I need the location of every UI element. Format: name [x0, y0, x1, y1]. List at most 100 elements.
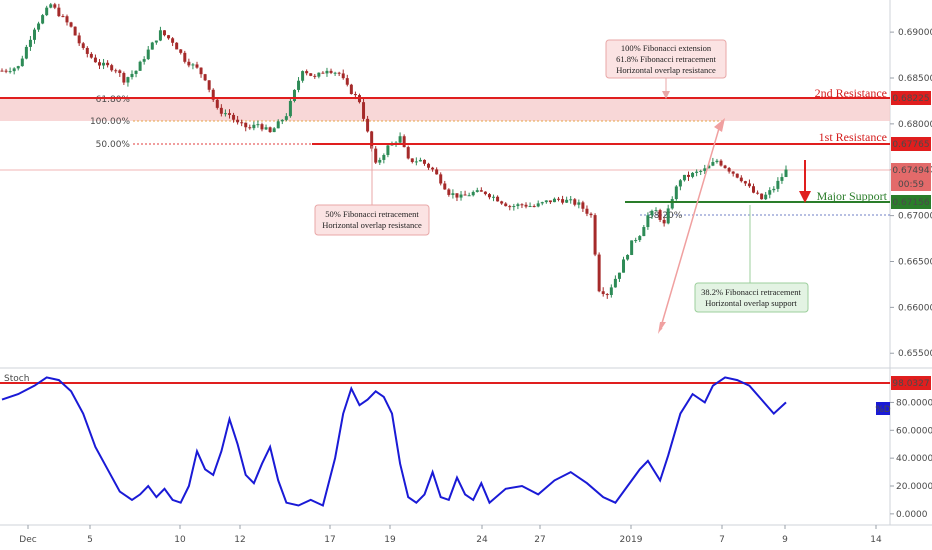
- candle-body: [114, 70, 118, 72]
- current-price-tag: 0.67494 00:59: [891, 163, 931, 191]
- candle-body: [175, 42, 179, 50]
- candle-body: [85, 47, 89, 54]
- candle-body: [715, 160, 719, 163]
- candle-body: [110, 65, 114, 71]
- candle-body: [581, 202, 585, 209]
- stoch-overbought-tag: 98.0327: [891, 376, 931, 390]
- candle-body: [337, 72, 341, 74]
- candle-body: [634, 240, 638, 242]
- countdown: 00:59: [898, 180, 924, 190]
- candle-body: [500, 201, 504, 204]
- candle-body: [508, 206, 512, 208]
- candle-body: [544, 200, 548, 203]
- candle-body: [49, 4, 53, 8]
- candle-body: [418, 159, 422, 162]
- candle-body: [199, 67, 203, 75]
- candle-body: [45, 7, 49, 16]
- candle-body: [650, 210, 654, 216]
- candle-body: [65, 16, 69, 23]
- stoch-tick-label: 60.0000: [896, 426, 932, 436]
- candle-body: [179, 49, 183, 53]
- candle-body: [577, 202, 581, 205]
- candle-body: [398, 136, 402, 143]
- candle-body: [642, 227, 646, 237]
- candle-body: [780, 177, 784, 181]
- candle-body: [378, 159, 382, 163]
- candle-body: [431, 167, 435, 170]
- candle-body: [752, 186, 756, 193]
- candle-body: [28, 39, 32, 47]
- candle-body: [61, 16, 65, 18]
- candle-body: [512, 206, 516, 208]
- fib-100-label: 100.00%: [90, 117, 130, 127]
- candle-body: [313, 75, 317, 77]
- candle-body: [617, 272, 621, 279]
- svg-text:%D: %D: [875, 405, 891, 415]
- second-resistance-tag: 0.68225: [891, 91, 931, 105]
- candle-body: [102, 62, 106, 66]
- candle-body: [435, 169, 439, 175]
- candle-body: [106, 62, 110, 66]
- candle-body: [236, 119, 240, 123]
- annotation-left: 50% Fibonacci retracement Horizontal ove…: [314, 146, 430, 236]
- candle-body: [646, 215, 650, 228]
- candle-body: [406, 147, 410, 159]
- candle-body: [439, 174, 443, 184]
- candle-body: [654, 210, 658, 212]
- price-tick-label: 0.68000: [898, 120, 932, 130]
- stoch-d-tag: %D: [875, 402, 891, 415]
- candle-body: [674, 186, 678, 200]
- candle-body: [727, 168, 731, 172]
- candle-body: [333, 72, 337, 74]
- candle-body: [374, 148, 378, 163]
- candle-body: [32, 29, 36, 40]
- time-tick-label: 7: [719, 535, 725, 545]
- candle-body: [682, 174, 686, 181]
- candle-body: [134, 70, 138, 74]
- candle-body: [666, 208, 670, 224]
- candle-body: [53, 4, 57, 8]
- candle-body: [496, 196, 500, 202]
- annotation-left-line2: Horizontal overlap resistance: [322, 220, 422, 230]
- candle-body: [268, 127, 272, 133]
- annotation-left-line1: 50% Fibonacci retracement: [325, 209, 419, 219]
- candle-body: [475, 190, 479, 192]
- candle-body: [747, 183, 751, 187]
- candle-body: [699, 170, 703, 172]
- candle-body: [630, 240, 634, 255]
- candle-body: [516, 204, 520, 207]
- candle-body: [605, 294, 609, 296]
- stoch-tick-label: 20.0000: [896, 482, 932, 492]
- candle-body: [150, 42, 154, 50]
- candle-body: [427, 163, 431, 168]
- candle-body: [187, 61, 191, 66]
- annotation-top-line1: 100% Fibonacci extension: [621, 43, 712, 53]
- candle-body: [0, 70, 4, 72]
- candle-body: [280, 119, 284, 122]
- price-axis: 0.690000.685000.680000.675000.670000.665…: [890, 28, 932, 359]
- candle-body: [223, 113, 227, 115]
- major-support-label: Major Support: [817, 189, 888, 203]
- candle-body: [89, 53, 93, 58]
- candle-body: [691, 172, 695, 177]
- time-tick-label: Dec: [19, 535, 36, 545]
- annotation-top-line2: 61.8% Fibonacci retracement: [616, 54, 716, 64]
- candle-body: [288, 100, 292, 117]
- stoch-d-line: [1, 376, 787, 507]
- candle-body: [215, 99, 219, 108]
- candle-body: [768, 190, 772, 195]
- candle-body: [12, 68, 16, 72]
- candle-body: [366, 118, 370, 132]
- price-tick-label: 0.66000: [898, 303, 932, 313]
- candle-body: [548, 200, 552, 203]
- candle-body: [471, 191, 475, 196]
- candle-body: [305, 71, 309, 74]
- candle-body: [73, 26, 77, 36]
- candle-body: [479, 190, 483, 192]
- candle-body: [130, 73, 134, 78]
- time-tick-label: 9: [782, 535, 788, 545]
- candle-body: [443, 183, 447, 190]
- candle-body: [81, 43, 85, 48]
- price-tick-label: 0.69000: [898, 28, 932, 38]
- candle-body: [349, 84, 353, 95]
